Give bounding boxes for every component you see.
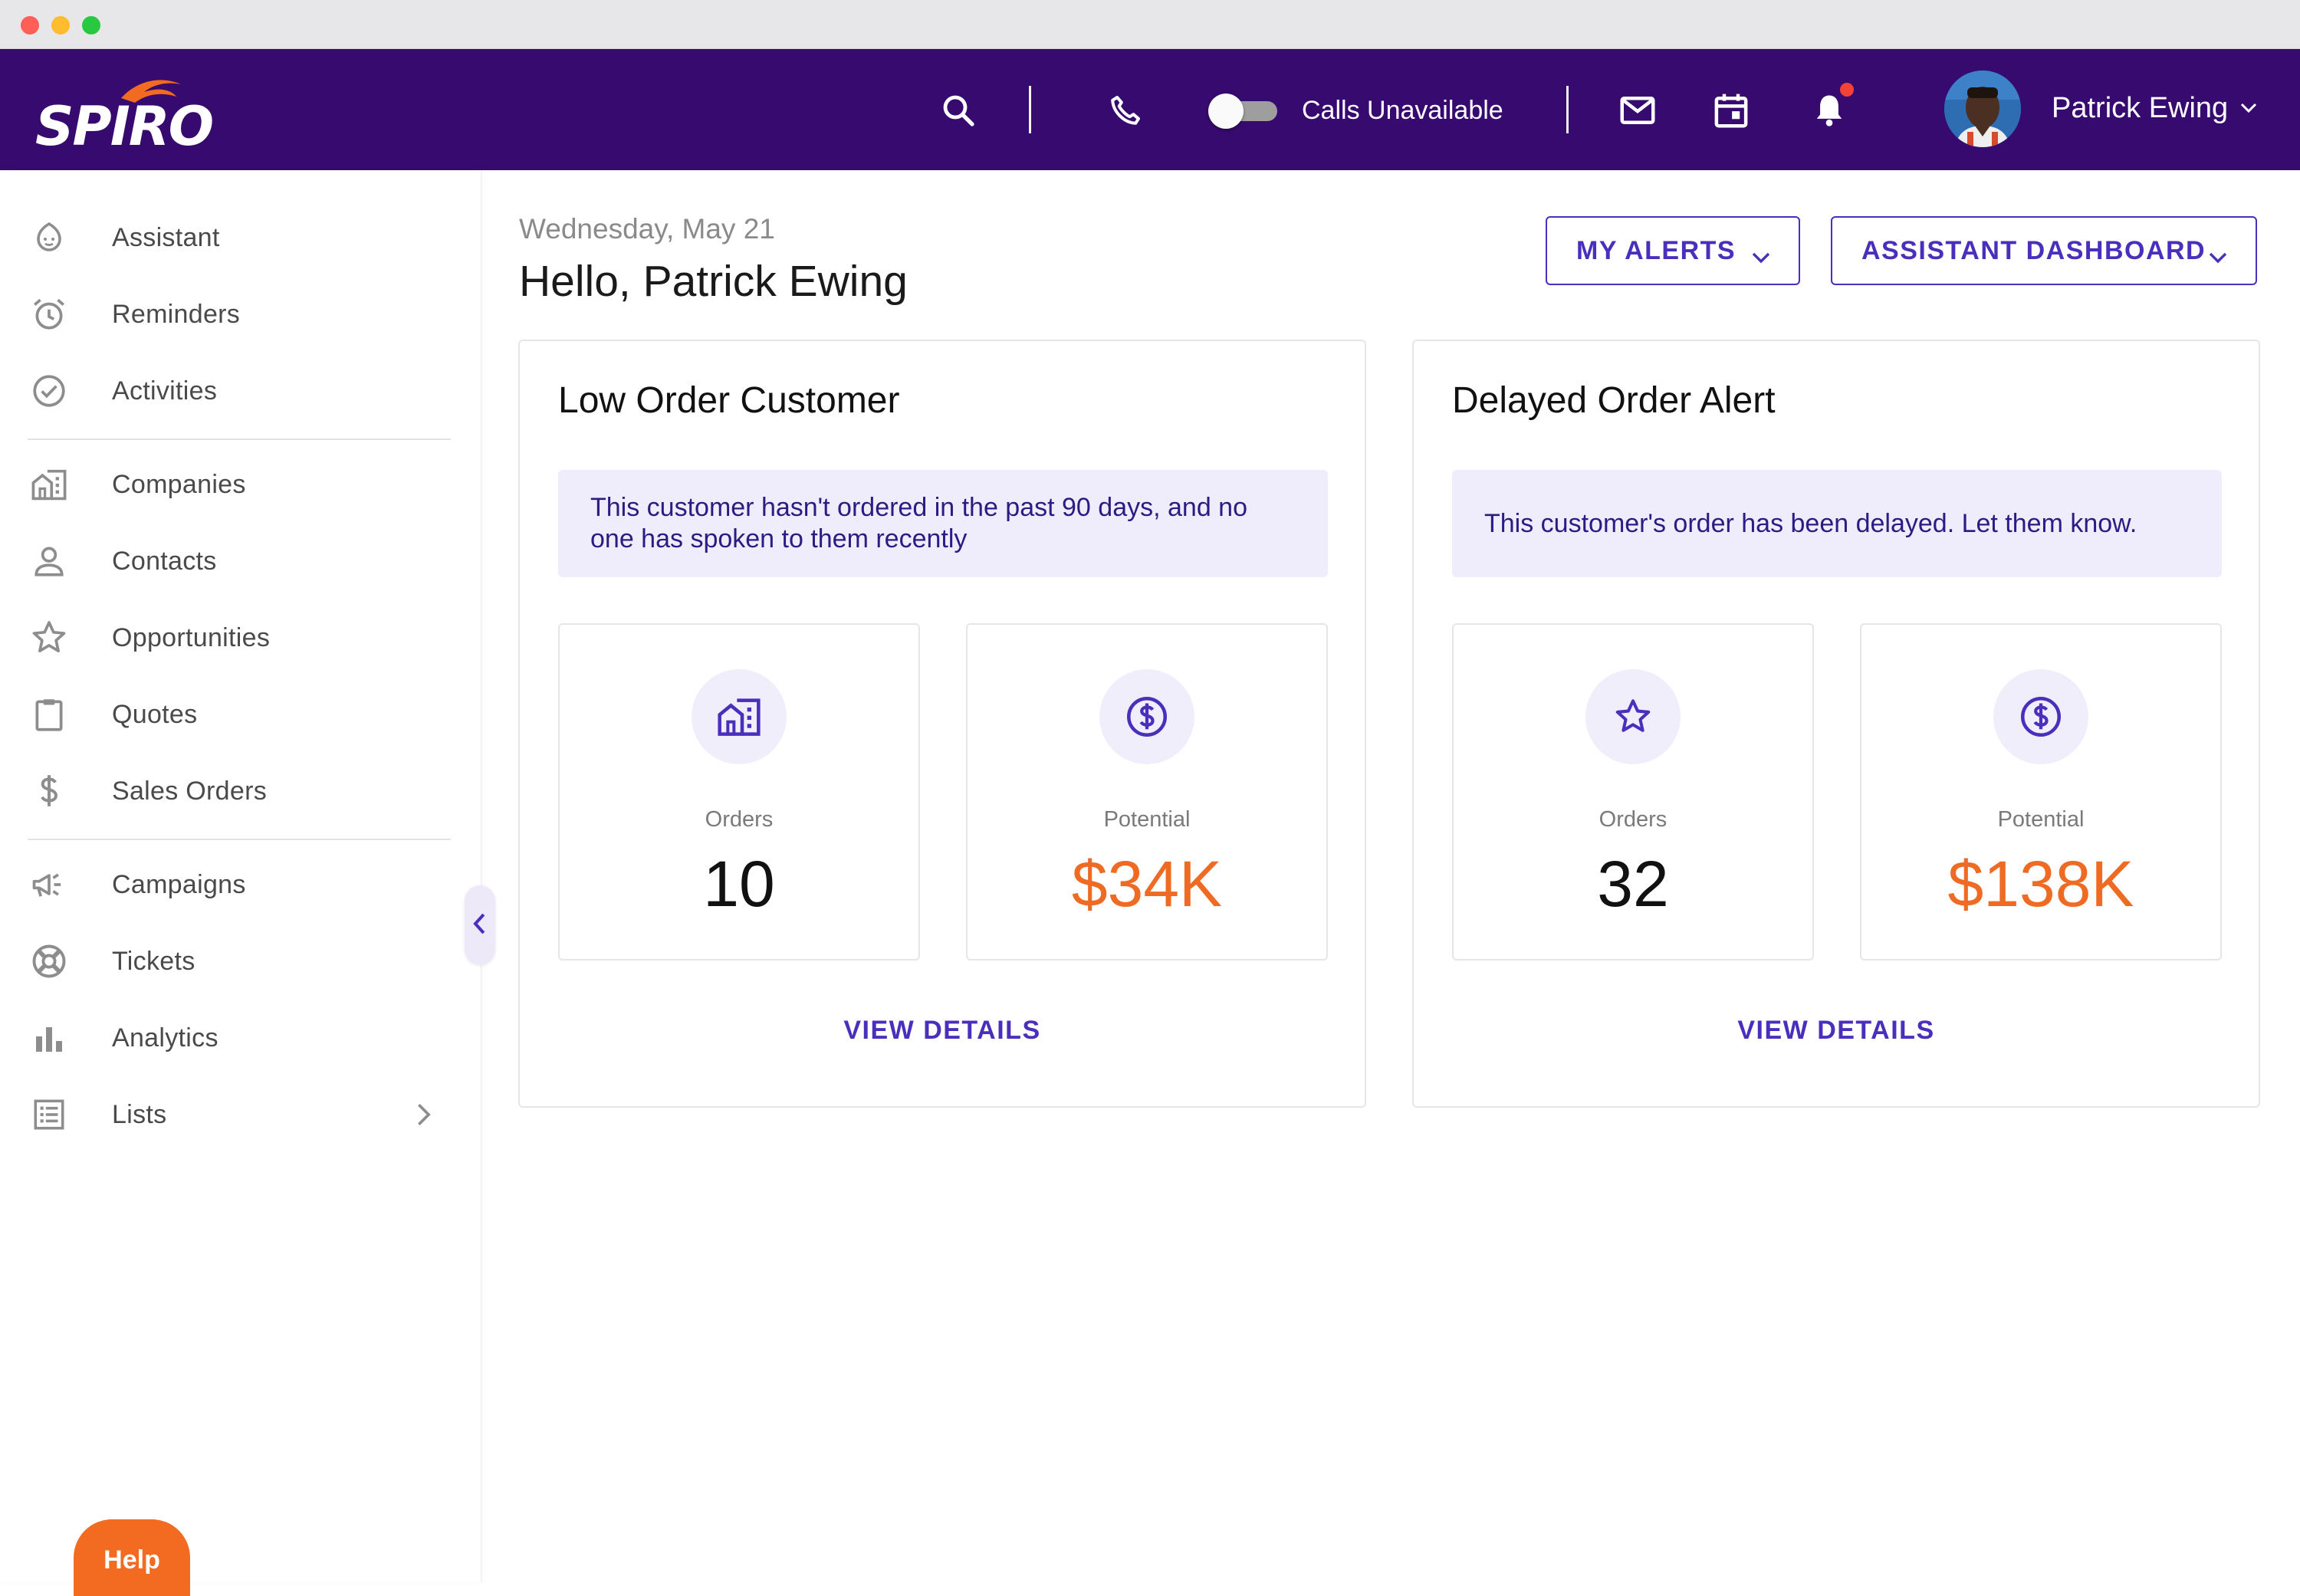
sidebar-item-label: Sales Orders: [112, 776, 268, 806]
sidebar-nav: Assistant Reminders Activities Companies…: [0, 170, 481, 1596]
stat-label: Orders: [705, 807, 774, 832]
sidebar-item-lists[interactable]: Lists: [28, 1088, 457, 1141]
chevron-left-icon: [471, 911, 489, 941]
sidebar-item-assistant[interactable]: Assistant: [28, 211, 457, 264]
top-app-bar: SPIRO Calls Unavailable Patrick Ewing: [0, 49, 2300, 170]
dollar-circle-icon: [1099, 669, 1194, 764]
stat-value: $138K: [1947, 848, 2134, 920]
user-name[interactable]: Patrick Ewing: [2052, 92, 2229, 124]
calendar-icon[interactable]: [1708, 87, 1754, 133]
topbar-divider: [1566, 86, 1569, 133]
logo-text: SPIRO: [35, 95, 214, 158]
sidebar-item-quotes[interactable]: Quotes: [28, 688, 457, 741]
date-label: Wednesday, May 21: [519, 213, 775, 245]
calls-status-label: Calls Unavailable: [1302, 96, 1503, 125]
spiro-logo[interactable]: SPIRO: [34, 66, 233, 158]
calls-availability-toggle[interactable]: [1208, 94, 1279, 129]
assistant-dashboard-button[interactable]: ASSISTANT DASHBOARD: [1831, 216, 2257, 285]
alarm-clock-icon: [28, 293, 71, 336]
sidebar-item-label: Analytics: [112, 1023, 219, 1053]
greeting-title: Hello, Patrick Ewing: [519, 257, 908, 306]
sidebar-item-contacts[interactable]: Contacts: [28, 534, 457, 588]
chevron-down-icon[interactable]: [2240, 103, 2257, 117]
card-message-banner: This customer hasn't ordered in the past…: [558, 470, 1328, 577]
card-message: This customer's order has been delayed. …: [1484, 508, 2137, 538]
chevron-right-icon: [411, 1102, 435, 1131]
sidebar-item-opportunities[interactable]: Opportunities: [28, 611, 457, 665]
building-icon: [692, 669, 787, 764]
sidebar-item-activities[interactable]: Activities: [28, 364, 457, 418]
window-zoom-button[interactable]: [82, 16, 100, 34]
card-title: Low Order Customer: [558, 380, 900, 421]
stat-value: 10: [703, 848, 775, 920]
mail-icon[interactable]: [1615, 87, 1661, 133]
stat-orders: Orders 32: [1452, 623, 1814, 961]
sidebar-divider: [28, 438, 451, 440]
stat-label: Potential: [1103, 807, 1191, 832]
sidebar-item-label: Quotes: [112, 699, 198, 729]
topbar-divider: [1029, 86, 1031, 133]
card-message: This customer hasn't ordered in the past…: [590, 493, 1247, 553]
check-circle-icon: [28, 369, 71, 412]
building-icon: [28, 463, 71, 506]
my-alerts-label: MY ALERTS: [1576, 235, 1737, 265]
chevron-down-icon: [1751, 242, 1771, 272]
sidebar-item-label: Companies: [112, 469, 246, 499]
toggle-knob: [1208, 94, 1244, 129]
sidebar-divider: [28, 839, 451, 840]
window-close-button[interactable]: [21, 16, 39, 34]
view-details-link[interactable]: VIEW DETAILS: [843, 1016, 1041, 1045]
assistant-dashboard-label: ASSISTANT DASHBOARD: [1861, 235, 2206, 265]
view-details-link[interactable]: VIEW DETAILS: [1737, 1016, 1935, 1045]
stat-value: 32: [1597, 848, 1669, 920]
sidebar-item-label: Assistant: [112, 222, 220, 252]
megaphone-icon: [28, 863, 71, 906]
alert-card-low-order-customer: Low Order Customer This customer hasn't …: [518, 340, 1366, 1108]
sidebar-item-label: Tickets: [112, 946, 196, 976]
sidebar-item-label: Reminders: [112, 299, 241, 329]
sidebar-item-reminders[interactable]: Reminders: [28, 287, 457, 341]
lifebuoy-icon: [28, 940, 71, 983]
dollar-circle-icon: [1993, 669, 2088, 764]
sidebar-item-sales-orders[interactable]: Sales Orders: [28, 764, 457, 818]
logo-swoosh-icon: [121, 80, 181, 103]
chevron-down-icon: [2208, 242, 2228, 272]
sidebar-item-label: Lists: [112, 1099, 167, 1129]
person-icon: [28, 540, 71, 583]
stat-orders: Orders 10: [558, 623, 920, 961]
stat-label: Orders: [1598, 807, 1668, 832]
sidebar-item-tickets[interactable]: Tickets: [28, 934, 457, 988]
sidebar-item-companies[interactable]: Companies: [28, 458, 457, 511]
assistant-icon: [28, 216, 71, 259]
stat-label: Potential: [1997, 807, 2085, 832]
my-alerts-button[interactable]: MY ALERTS: [1546, 216, 1800, 285]
card-title: Delayed Order Alert: [1452, 380, 1776, 421]
stat-value: $34K: [1071, 848, 1223, 920]
dollar-icon: [28, 770, 71, 813]
phone-icon[interactable]: [1104, 89, 1147, 132]
sidebar-item-label: Activities: [112, 376, 218, 406]
list-icon: [28, 1093, 71, 1136]
sidebar-item-label: Opportunities: [112, 622, 271, 652]
sidebar-item-analytics[interactable]: Analytics: [28, 1011, 457, 1065]
star-icon: [28, 616, 71, 659]
star-icon: [1585, 669, 1681, 764]
clipboard-icon: [28, 693, 71, 736]
window-titlebar: [0, 0, 2300, 49]
sidebar-collapse-button[interactable]: [465, 885, 495, 965]
alert-card-delayed-order: Delayed Order Alert This customer's orde…: [1412, 340, 2260, 1108]
window-minimize-button[interactable]: [51, 16, 70, 34]
stat-potential: Potential $138K: [1860, 623, 2222, 961]
user-avatar[interactable]: [1944, 71, 2021, 147]
notification-badge: [1840, 83, 1854, 97]
search-icon[interactable]: [937, 89, 980, 132]
stat-potential: Potential $34K: [966, 623, 1328, 961]
bar-chart-icon: [28, 1016, 71, 1059]
card-message-banner: This customer's order has been delayed. …: [1452, 470, 2222, 577]
bell-icon[interactable]: [1806, 87, 1852, 133]
sidebar-item-campaigns[interactable]: Campaigns: [28, 858, 457, 911]
sidebar-item-label: Contacts: [112, 546, 217, 576]
sidebar-item-label: Campaigns: [112, 869, 246, 899]
help-button[interactable]: Help: [74, 1519, 190, 1596]
